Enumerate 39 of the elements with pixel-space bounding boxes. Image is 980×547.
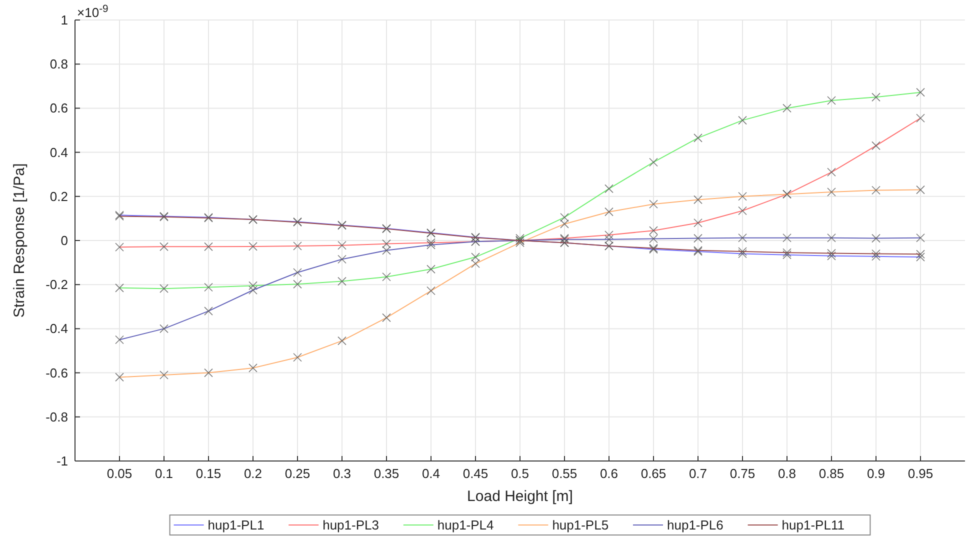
- x-tick-label: 0.55: [552, 466, 578, 481]
- y-tick-label: 0.8: [50, 56, 68, 72]
- y-tick-label: -0.4: [46, 321, 68, 336]
- legend-label: hup1-PL11: [782, 518, 844, 532]
- legend-label: hup1-PL6: [667, 518, 724, 532]
- legend-label: hup1-PL1: [208, 518, 264, 532]
- legend-label: hup1-PL4: [437, 518, 494, 532]
- y-tick-label: 1: [60, 12, 68, 28]
- y-tick-label: 0.4: [50, 144, 68, 160]
- x-tick-label: 0.9: [866, 466, 886, 481]
- text: ×10$^{-9}$: [77, 4, 109, 20]
- x-tick-label: 0.05: [106, 466, 132, 481]
- x-tick-label: 0.25: [284, 466, 310, 481]
- y-tick-label: -0.6: [46, 365, 68, 380]
- x-tick-label: 0.2: [244, 466, 262, 481]
- x-tick-label: 0.8: [778, 466, 796, 481]
- x-tick-label: 0.7: [688, 466, 708, 481]
- x-tick-label: 0.4: [422, 466, 440, 481]
- y-axis-title: Strain Response [1/Pa]: [11, 163, 28, 318]
- y-tick-label: 0: [60, 233, 68, 248]
- x-tick-label: 0.95: [908, 466, 934, 481]
- y-tick-label: 0.6: [50, 100, 68, 116]
- y-tick-label: -0.8: [46, 409, 68, 424]
- legend-label: hup1-PL3: [322, 518, 379, 532]
- x-tick-label: 0.45: [462, 466, 488, 481]
- y-tick-label: -0.2: [46, 277, 68, 292]
- x-tick-label: 0.6: [600, 466, 618, 481]
- x-tick-label: 0.65: [640, 466, 666, 481]
- x-tick-label: 0.75: [730, 466, 756, 481]
- x-tick-label: 0.1: [154, 466, 174, 481]
- x-tick-label: 0.3: [332, 466, 352, 481]
- x-tick-label: 0.5: [510, 466, 530, 481]
- y-tick-label: -1: [56, 454, 68, 468]
- x-tick-label: 0.85: [818, 466, 844, 481]
- y-tick-label: 0.2: [50, 188, 68, 204]
- x-tick-label: 0.15: [196, 466, 222, 481]
- legend-label: hup1-PL5: [552, 518, 609, 532]
- x-tick-label: 0.35: [374, 466, 400, 481]
- x-axis-title: Load Height [m]: [467, 488, 573, 505]
